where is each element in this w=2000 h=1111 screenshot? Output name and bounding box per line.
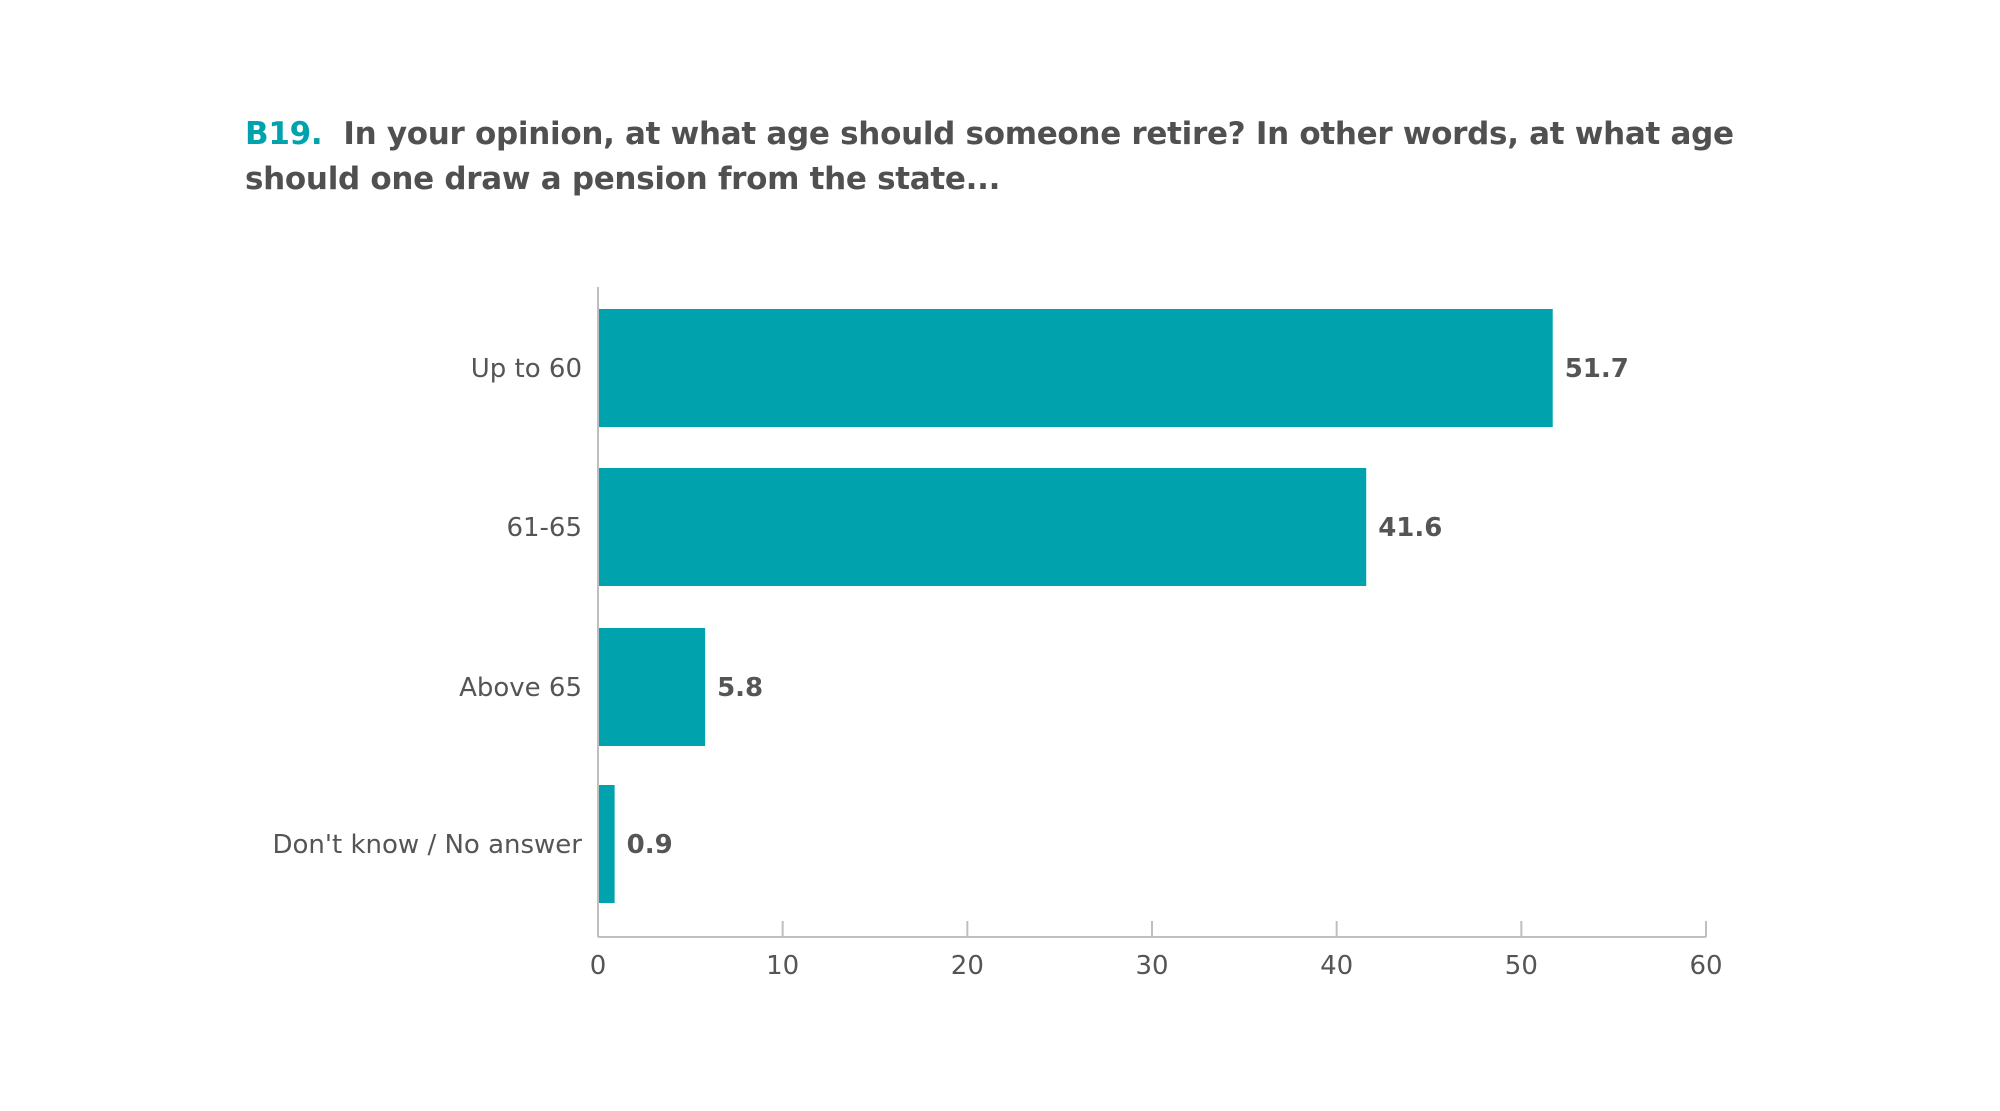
bar-3: [598, 785, 615, 903]
category-label-2: Above 65: [459, 673, 582, 703]
value-label-0: 51.7: [1565, 354, 1629, 384]
x-tick-label-4: 40: [1320, 951, 1353, 981]
chart-title: B19. In your opinion, at what age should…: [245, 112, 1805, 202]
x-tick-label-2: 20: [951, 951, 984, 981]
x-tick-label-3: 30: [1135, 951, 1168, 981]
question-text: In your opinion, at what age should some…: [245, 116, 1734, 197]
bar-0: [598, 309, 1553, 427]
category-label-1: 61-65: [506, 513, 582, 543]
category-label-3: Don't know / No answer: [272, 830, 582, 860]
x-tick-label-6: 60: [1689, 951, 1722, 981]
x-tick-label-5: 50: [1505, 951, 1538, 981]
bar-1: [598, 468, 1367, 586]
value-label-2: 5.8: [717, 673, 763, 703]
bar-2: [598, 628, 706, 746]
x-tick-label-1: 10: [766, 951, 799, 981]
axis-layer: [597, 287, 1707, 938]
value-label-1: 41.6: [1378, 513, 1442, 543]
bars-layer: [598, 309, 1553, 903]
labels-layer: Up to 60 51.7 61-65 41.6 Above 65 5.8 Don't kn…: [272, 354, 1722, 981]
question-code: B19: [245, 116, 311, 152]
value-label-3: 0.9: [627, 830, 673, 860]
question-code-dot: .: [310, 116, 323, 152]
category-label-0: Up to 60: [471, 354, 582, 384]
x-tick-label-0: 0: [590, 951, 607, 981]
